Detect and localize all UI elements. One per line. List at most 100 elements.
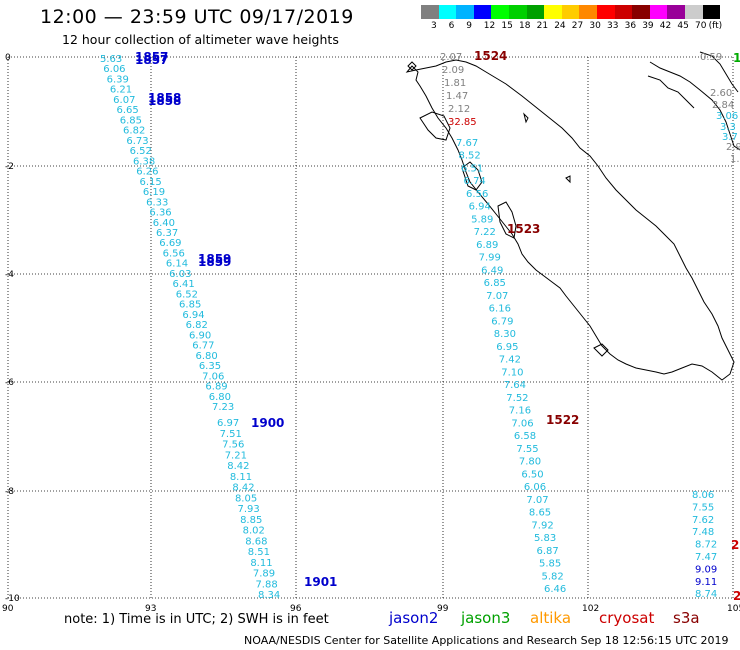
legend-label: 6 [448,21,455,31]
swh-value: 7.62 [692,515,714,526]
swh-value: 7.07 [526,495,548,506]
swh-value: 7.21 [225,450,247,461]
swh-value: 7.07 [486,291,508,302]
legend-swatch [702,5,721,19]
swh-value: 7.89 [253,569,275,580]
swh-value: 5.82 [541,571,563,582]
swh-value: 9.11 [695,577,717,588]
swh-value: 6.16 [489,304,511,315]
swh-value: 8.11 [230,472,252,483]
swh-value: 6.85 [120,115,142,126]
legend-label: 21 [536,21,549,31]
swh-value: 7.47 [695,552,717,563]
swh-value: 6.89 [205,382,227,393]
y-tick-label: -2 [5,162,14,172]
legend-label: 45 [677,21,689,31]
legend-label: 39 [642,21,654,31]
time-label: 1900 [251,416,284,430]
time-label: 2 [731,538,739,552]
swh-value: 6.90 [189,330,211,341]
legend-label: 36 [624,21,637,31]
time-label: 2 [733,589,740,603]
time-label: 1 [733,51,740,65]
swh-value: 8.51 [248,547,270,558]
legend-swatch [561,5,580,19]
legend-swatch [456,5,474,19]
map-subtitle: 12 hour collection of altimeter wave hei… [62,32,339,47]
swh-value: 6.06 [103,64,125,75]
legend-label: 9 [466,21,472,31]
swh-value: 8.11 [250,558,272,569]
swh-value: 6.49 [481,265,503,276]
y-tick-label: -8 [5,487,14,497]
y-tick-label: -6 [5,378,14,388]
swh-value: 6.03 [169,269,191,280]
satellite-label: altika [530,609,572,627]
swh-value: 6.40 [153,218,175,229]
swh-value: 6.97 [217,418,239,429]
swh-value: 3.06 [716,111,738,122]
color-legend-labels: 3 6 9 12 15 18 21 24 27 30 33 36 39 42 45 70 (ft) [421,21,731,33]
time-label: 1858 [148,94,181,108]
swh-value: 8.42 [232,483,254,494]
time-label: 1857 [135,50,168,64]
legend-swatch [579,5,597,19]
legend-swatch [614,5,633,19]
swh-value: 6.65 [116,105,138,116]
swh-value: 7.93 [238,504,260,515]
time-label: 1857 [135,53,168,67]
x-tick-label: 105 [727,604,740,614]
legend-label: 18 [519,21,531,31]
lat-lon-grid: 90 93 96 99 102 105 0 -2 -4 -6 -8 -10 [2,53,740,614]
swh-value: 7.10 [501,367,523,378]
swh-value: 7.48 [692,527,714,538]
swh-value: 5.83 [534,533,556,544]
footer-credit: NOAA/NESDIS Center for Satellite Applica… [244,634,729,647]
swh-value: 8.52 [459,151,481,162]
legend-label: 12 [483,21,496,31]
swh-value: 6.56 [466,189,488,200]
y-tick-label: -4 [5,270,14,280]
satellite-label: s3a [673,609,700,627]
swh-value: 3.3 [720,122,736,133]
swh-value: 6.52 [176,289,198,300]
swh-value: 6.50 [521,469,543,480]
swh-value: 7.22 [474,227,496,238]
note-text: note: 1) Time is in UTC; 2) SWH is in fe… [64,612,329,627]
swh-value: 2.09 [442,65,464,76]
swh-value: 6.95 [496,342,518,353]
swh-value: 6.52 [130,146,152,157]
swh-value: 6.82 [123,126,145,137]
swh-value: 6.38 [133,156,155,167]
swh-value: 8.42 [227,461,249,472]
legend-label: 15 [501,21,513,31]
swh-value: 8.30 [494,329,516,340]
swh-value: 8.65 [529,508,551,519]
swh-value: 7.80 [519,457,541,468]
swh-value: 7.06 [202,371,224,382]
swh-value: 8.85 [240,515,262,526]
legend-label: (ft) [708,21,723,31]
swh-value: 7.55 [692,502,714,513]
swh-value: 8.05 [235,493,257,504]
swh-value: 2.84 [712,100,734,111]
swh-value: 7.06 [511,418,533,429]
swh-value: 7.16 [509,406,531,417]
time-label: 1524 [474,49,507,63]
legend-swatch [421,5,439,19]
swh-value: 1.47 [446,91,468,102]
satellite-label: jason2 [389,609,439,627]
swh-value: 6.41 [172,279,194,290]
swh-value: 7.99 [479,253,501,264]
swh-value: 2.07 [440,52,462,63]
legend-swatch [438,5,457,19]
swh-value: 8.68 [245,536,267,547]
legend-label: 42 [659,21,672,31]
swh-value: 6.69 [159,238,181,249]
swh-value: 7.56 [222,440,244,451]
swh-value: 7.51 [220,429,242,440]
swh-value: 7.92 [531,520,553,531]
legend-swatch [544,5,562,19]
